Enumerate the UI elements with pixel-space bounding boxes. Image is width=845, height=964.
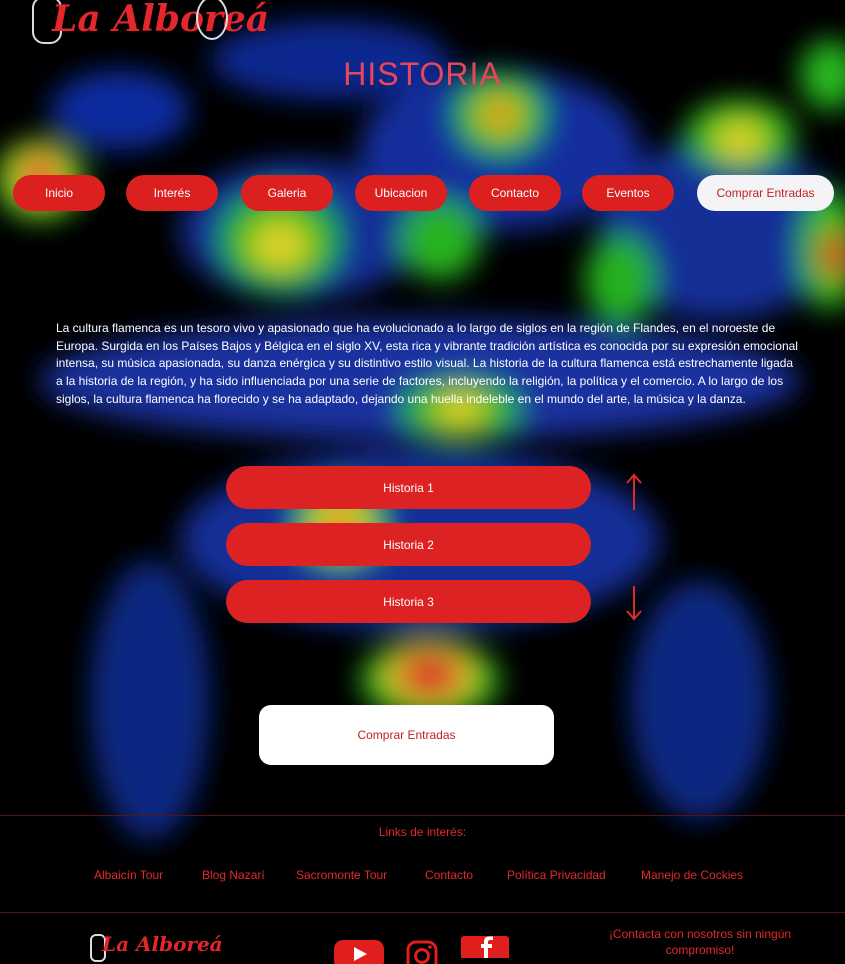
guitar-icon — [32, 0, 62, 44]
instagram-icon[interactable] — [406, 940, 438, 964]
links-title: Links de interés: — [378, 825, 467, 839]
nav-interes[interactable]: Interés — [126, 175, 218, 211]
nav-inicio[interactable]: Inicio — [13, 175, 105, 211]
contact-text: ¡Contacta con nosotros sin ningún compro… — [608, 927, 792, 957]
historia-2-button[interactable]: Historia 2 — [226, 523, 591, 566]
footer-link-politica-privacidad[interactable]: Política Privacidad — [507, 868, 606, 882]
footer-link-blog-nazari[interactable]: Blog Nazarí — [202, 868, 265, 882]
nav-ubicacion[interactable]: Ubicacion — [355, 175, 447, 211]
buy-tickets-button[interactable]: Comprar Entradas — [259, 705, 554, 765]
footer-divider-bottom — [0, 912, 845, 913]
footer-link-albaicin-tour[interactable]: Albaicín Tour — [94, 868, 164, 882]
nav-galeria[interactable]: Galeria — [241, 175, 333, 211]
footer-brand-name: La Alboreá — [102, 932, 223, 956]
nav-contacto[interactable]: Contacto — [469, 175, 561, 211]
historia-1-button[interactable]: Historia 1 — [226, 466, 591, 509]
footer-link-sacromonte-tour[interactable]: Sacromonte Tour — [296, 868, 388, 882]
footer-logo[interactable]: La Alboreá — [88, 930, 223, 962]
arrow-down-icon[interactable] — [622, 584, 646, 624]
main-nav: Inicio Interés Galeria Ubicacion Contact… — [0, 175, 845, 213]
footer-link-manejo-cookies[interactable]: Manejo de Cockies — [641, 868, 744, 882]
brand-logo[interactable]: La Alboreá — [32, 0, 269, 48]
nav-eventos[interactable]: Eventos — [582, 175, 674, 211]
intro-paragraph: La cultura flamenca es un tesoro vivo y … — [56, 321, 798, 406]
page-title: HISTORIA — [343, 56, 502, 92]
arrow-up-icon[interactable] — [622, 472, 646, 512]
facebook-icon[interactable] — [461, 936, 509, 958]
nav-comprar-entradas[interactable]: Comprar Entradas — [697, 175, 834, 211]
footer-link-contacto[interactable]: Contacto — [425, 868, 474, 882]
brand-name: La Alboreá — [52, 0, 270, 40]
footer-divider-top — [0, 815, 845, 816]
historia-3-button[interactable]: Historia 3 — [226, 580, 591, 623]
youtube-icon[interactable] — [334, 940, 384, 964]
